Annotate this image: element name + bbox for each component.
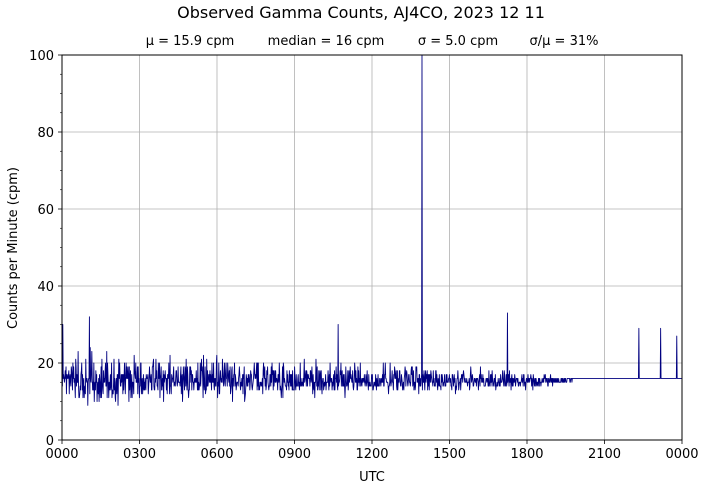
y-tick-label: 0 — [46, 434, 54, 449]
subtitle-ratio: σ/μ = 31% — [530, 34, 599, 49]
y-axis: 0 20 40 60 80 100 — [29, 49, 62, 449]
x-tick-label: 0000 — [665, 447, 698, 462]
y-tick-label: 80 — [37, 126, 54, 141]
x-tick-label: 0000 — [45, 447, 78, 462]
subtitle-sigma: σ = 5.0 cpm — [418, 34, 498, 49]
x-tick-label: 1200 — [355, 447, 388, 462]
chart-subtitle: μ = 15.9 cpm median = 16 cpm σ = 5.0 cpm… — [146, 34, 599, 49]
y-tick-label: 20 — [37, 357, 54, 372]
gridlines — [62, 55, 682, 440]
x-tick-label: 2100 — [588, 447, 621, 462]
subtitle-median: median = 16 cpm — [268, 34, 385, 49]
chart-title: Observed Gamma Counts, AJ4CO, 2023 12 11 — [177, 3, 545, 22]
y-axis-label: Counts per Minute (cpm) — [6, 167, 21, 329]
x-tick-label: 1500 — [433, 447, 466, 462]
series-layer — [61, 54, 682, 406]
series-line-0 — [61, 54, 682, 406]
y-tick-label: 60 — [37, 203, 54, 218]
x-axis-label: UTC — [359, 470, 385, 485]
x-tick-label: 0600 — [200, 447, 233, 462]
x-tick-label: 0900 — [278, 447, 311, 462]
x-tick-label: 1800 — [510, 447, 543, 462]
x-axis: 0000 0300 0600 0900 1200 1500 1800 2100 0000 — [45, 440, 699, 462]
x-tick-label: 0300 — [123, 447, 156, 462]
subtitle-mean: μ = 15.9 cpm — [146, 34, 235, 49]
y-tick-label: 100 — [29, 49, 54, 64]
y-tick-label: 40 — [37, 280, 54, 295]
